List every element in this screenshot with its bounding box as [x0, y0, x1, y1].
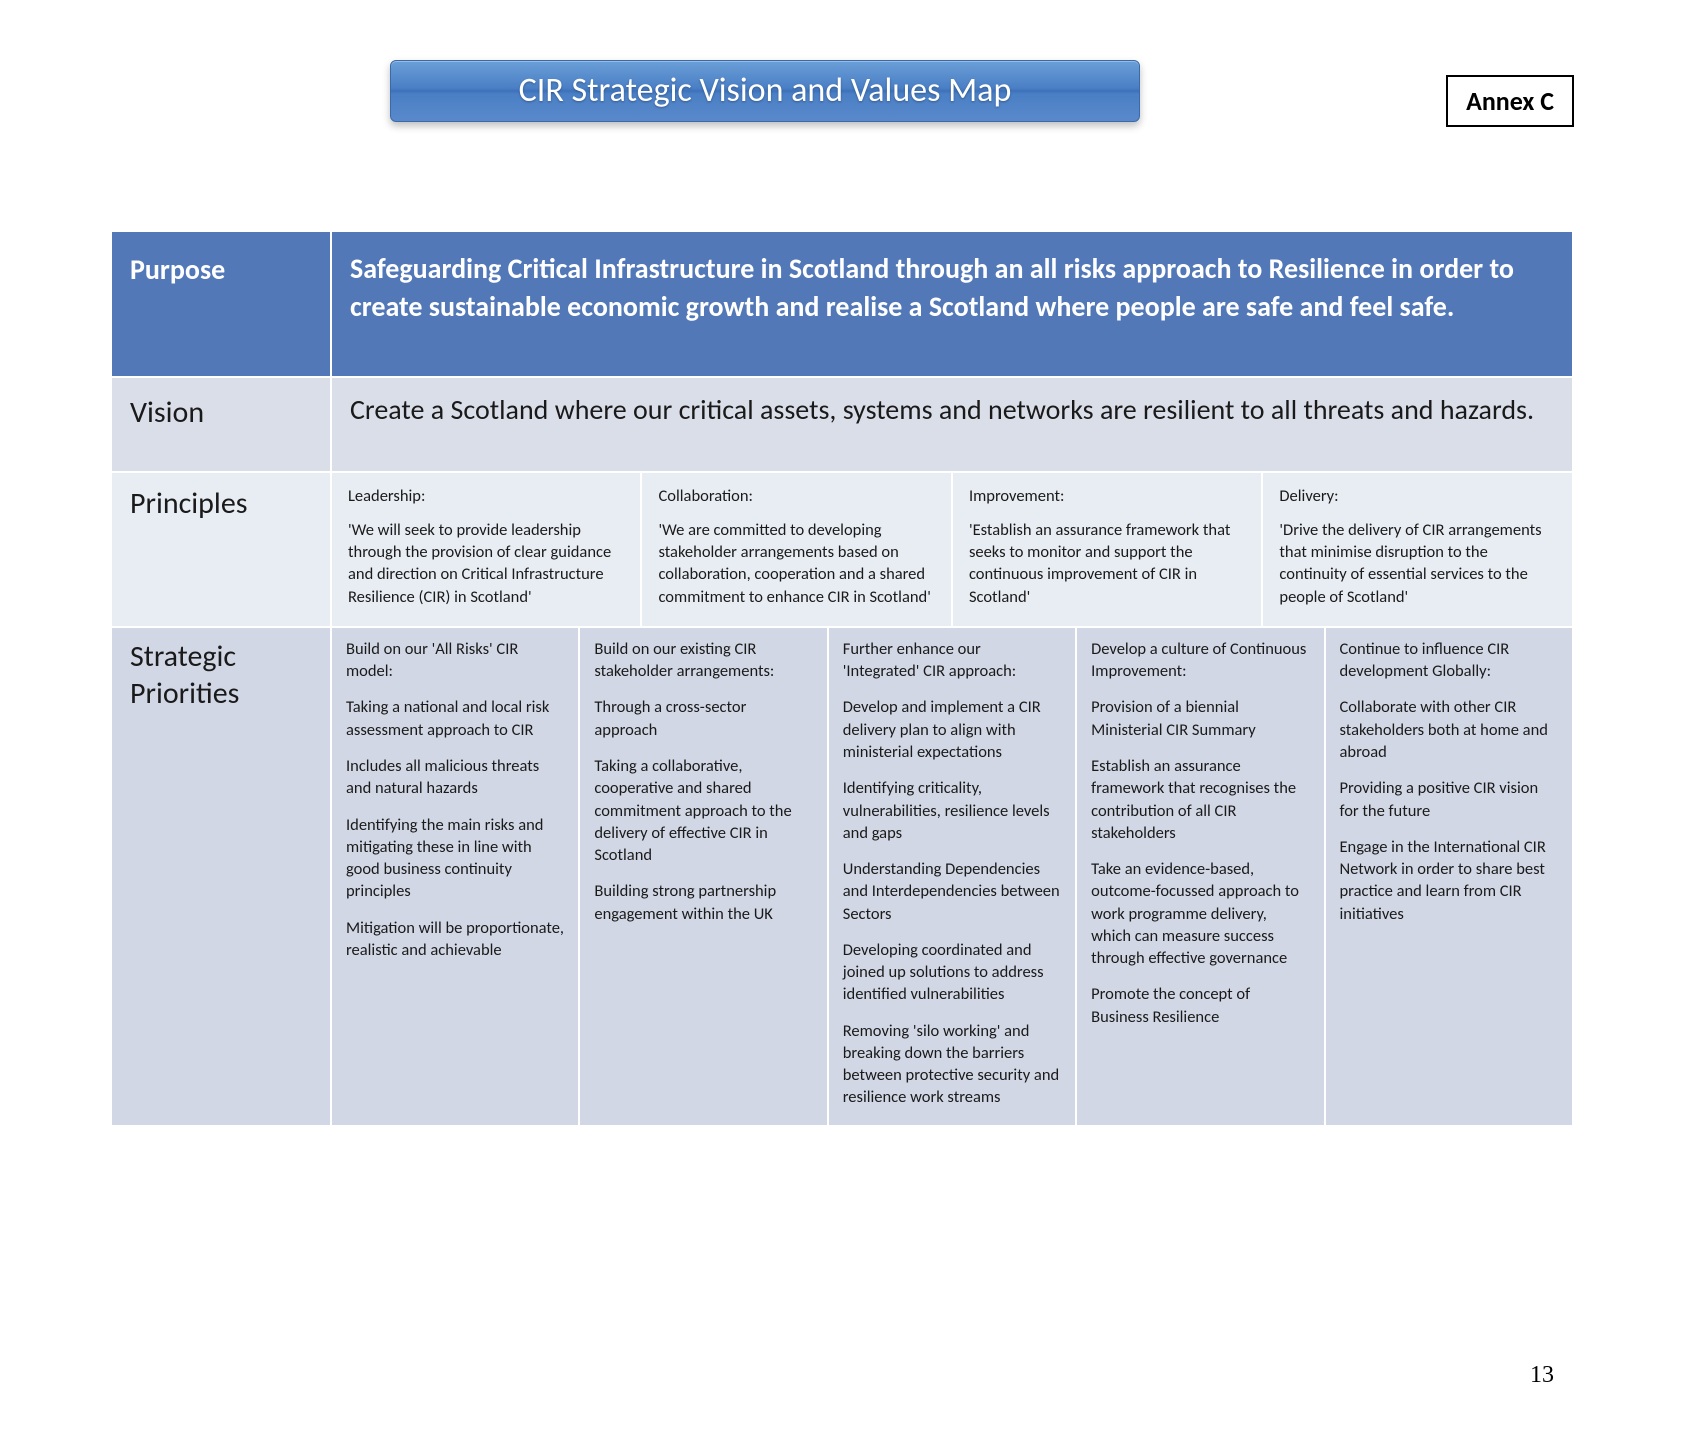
page-number: 13: [1530, 1362, 1554, 1389]
strategic-paragraph: Building strong partnership engagement w…: [594, 880, 812, 925]
purpose-content: Safeguarding Critical Infrastructure in …: [331, 231, 1573, 377]
vision-label: Vision: [111, 377, 331, 472]
strategic-cell-2: Build on our existing CIR stakeholder ar…: [579, 627, 827, 1126]
strategic-paragraph: Take an evidence-based, outcome-focussed…: [1091, 858, 1309, 969]
row-principles: Principles Leadership: 'We will seek to …: [111, 472, 1573, 627]
strategic-paragraph: Removing 'silo working' and breaking dow…: [843, 1020, 1061, 1109]
strategic-paragraph: Further enhance our 'Integrated' CIR app…: [843, 638, 1061, 683]
strategic-label: Strategic Priorities: [111, 627, 331, 1126]
annex-label: Annex C: [1446, 75, 1574, 127]
principle-title: Leadership:: [348, 485, 624, 507]
strategic-paragraph: Establish an assurance framework that re…: [1091, 755, 1309, 844]
strategic-paragraph: Build on our existing CIR stakeholder ar…: [594, 638, 812, 683]
principle-improvement: Improvement: 'Establish an assurance fra…: [952, 472, 1262, 627]
strategic-paragraph: Build on our 'All Risks' CIR model:: [346, 638, 564, 683]
principle-title: Delivery:: [1279, 485, 1556, 507]
strategic-paragraph: Providing a positive CIR vision for the …: [1340, 777, 1559, 822]
strategic-paragraph: Develop a culture of Continuous Improvem…: [1091, 638, 1309, 683]
principle-title: Improvement:: [969, 485, 1245, 507]
strategic-paragraph: Taking a national and local risk assessm…: [346, 696, 564, 741]
strategic-paragraph: Provision of a biennial Ministerial CIR …: [1091, 696, 1309, 741]
strategic-paragraph: Mitigation will be proportionate, realis…: [346, 917, 564, 962]
principle-delivery: Delivery: 'Drive the delivery of CIR arr…: [1262, 472, 1573, 627]
row-vision: Vision Create a Scotland where our criti…: [111, 377, 1573, 472]
strategic-paragraph: Identifying the main risks and mitigatin…: [346, 814, 564, 903]
strategic-paragraph: Promote the concept of Business Resilien…: [1091, 983, 1309, 1028]
strategic-paragraph: Continue to influence CIR development Gl…: [1340, 638, 1559, 683]
strategic-paragraph: Understanding Dependencies and Interdepe…: [843, 858, 1061, 925]
principle-collaboration: Collaboration: 'We are committed to deve…: [641, 472, 951, 627]
strategic-paragraph: Developing coordinated and joined up sol…: [843, 939, 1061, 1006]
strategic-paragraph: Includes all malicious threats and natur…: [346, 755, 564, 800]
principle-body: 'We will seek to provide leadership thro…: [348, 519, 624, 608]
title-banner: CIR Strategic Vision and Values Map: [390, 60, 1140, 122]
strategic-cell-4: Develop a culture of Continuous Improvem…: [1076, 627, 1324, 1126]
principle-title: Collaboration:: [658, 485, 934, 507]
purpose-label: Purpose: [111, 231, 331, 377]
vision-content: Create a Scotland where our critical ass…: [331, 377, 1573, 472]
principle-body: 'Establish an assurance framework that s…: [969, 519, 1245, 608]
row-strategic-priorities: Strategic Priorities Build on our 'All R…: [111, 627, 1573, 1126]
vision-values-map: Purpose Safeguarding Critical Infrastruc…: [110, 230, 1574, 1127]
principle-body: 'Drive the delivery of CIR arrangements …: [1279, 519, 1556, 608]
strategic-paragraph: Through a cross-sector approach: [594, 696, 812, 741]
strategic-paragraph: Taking a collaborative, cooperative and …: [594, 755, 812, 866]
strategic-paragraph: Engage in the International CIR Network …: [1340, 836, 1559, 925]
header-row: CIR Strategic Vision and Values Map Anne…: [110, 60, 1574, 150]
strategic-cell-1: Build on our 'All Risks' CIR model: Takin…: [331, 627, 579, 1126]
strategic-paragraph: Develop and implement a CIR delivery pla…: [843, 696, 1061, 763]
strategic-cell-3: Further enhance our 'Integrated' CIR app…: [828, 627, 1076, 1126]
principle-body: 'We are committed to developing stakehol…: [658, 519, 934, 608]
principle-leadership: Leadership: 'We will seek to provide lea…: [331, 472, 641, 627]
strategic-cell-5: Continue to influence CIR development Gl…: [1325, 627, 1574, 1126]
strategic-paragraph: Collaborate with other CIR stakeholders …: [1340, 696, 1559, 763]
strategic-paragraph: Identifying criticality, vulnerabilities…: [843, 777, 1061, 844]
row-purpose: Purpose Safeguarding Critical Infrastruc…: [111, 231, 1573, 377]
principles-label: Principles: [111, 472, 331, 627]
